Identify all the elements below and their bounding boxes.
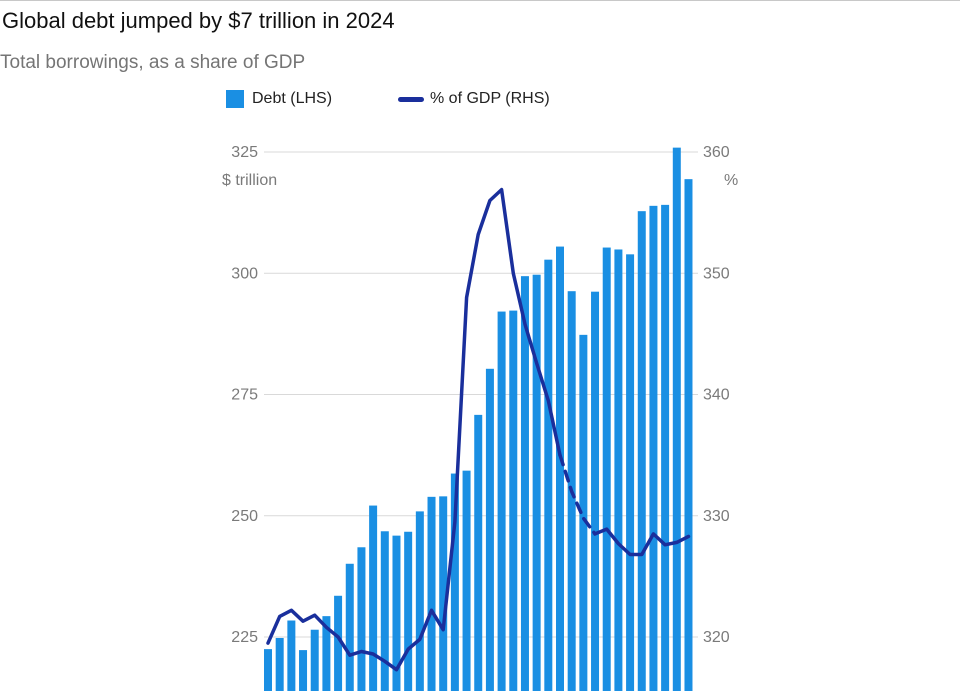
gdp-line-dashed <box>558 453 597 536</box>
debt-bar <box>462 470 471 691</box>
axes: $ trillion % 225 250 275 300 325 320 330 340 350… <box>222 144 738 646</box>
debt-bar <box>392 535 401 691</box>
debt-bar <box>287 620 296 691</box>
gdp-line <box>266 187 691 672</box>
debt-bar <box>544 259 553 691</box>
debt-bar <box>497 311 506 691</box>
gdp-line-solid <box>266 187 562 672</box>
left-tick-label: 325 <box>231 144 258 161</box>
debt-bar <box>380 531 389 691</box>
debt-bar <box>427 496 436 691</box>
debt-bar <box>591 291 600 691</box>
top-rule <box>0 0 960 1</box>
debt-bar <box>579 334 588 691</box>
debt-bar <box>474 414 483 691</box>
legend-line-gdp <box>398 96 424 102</box>
right-tick-label: 340 <box>703 387 730 404</box>
right-axis-label: % <box>724 172 738 189</box>
legend-label-debt: Debt (LHS) <box>252 90 333 107</box>
debt-bar <box>520 276 529 691</box>
legend-swatch-debt <box>226 90 244 108</box>
right-tick-label: 330 <box>703 508 730 525</box>
debt-bar <box>275 637 284 691</box>
debt-bar <box>637 211 646 691</box>
debt-bar <box>322 616 331 691</box>
legend-label-gdp: % of GDP (RHS) <box>430 90 550 107</box>
debt-bar <box>626 254 635 691</box>
debt-bar <box>649 205 658 691</box>
gdp-line-solid-end <box>593 527 691 557</box>
debt-bar <box>264 649 272 691</box>
debt-bars <box>264 147 693 691</box>
debt-bar <box>485 368 494 691</box>
legend-item-debt: Debt (LHS) <box>226 90 332 108</box>
debt-bar <box>614 249 623 691</box>
left-axis-label: $ trillion <box>222 172 277 189</box>
left-tick-label: 300 <box>231 265 258 282</box>
debt-bar <box>404 531 413 691</box>
debt-bar <box>357 547 366 691</box>
debt-bar <box>661 204 670 691</box>
debt-bar <box>439 496 448 691</box>
debt-bar <box>450 473 459 691</box>
debt-bar <box>602 247 611 691</box>
legend-item-gdp: % of GDP (RHS) <box>398 90 550 108</box>
right-tick-label: 360 <box>703 144 730 161</box>
chart-subtitle: Total borrowings, as a share of GDP <box>0 52 306 73</box>
left-tick-label: 225 <box>231 629 258 646</box>
debt-bar <box>299 650 308 691</box>
left-tick-label: 250 <box>231 508 258 525</box>
right-tick-label: 350 <box>703 265 730 282</box>
debt-bar <box>532 274 541 691</box>
debt-bar <box>672 147 681 691</box>
left-tick-label: 275 <box>231 387 258 404</box>
debt-bar <box>684 179 693 691</box>
right-tick-label: 320 <box>703 629 730 646</box>
debt-bar <box>310 629 319 691</box>
debt-bar <box>345 563 354 691</box>
debt-bar <box>415 511 424 691</box>
debt-bar <box>369 505 378 691</box>
debt-bar <box>509 310 518 691</box>
chart-title: Global debt jumped by $7 trillion in 202… <box>2 8 395 33</box>
debt-bar <box>556 246 564 691</box>
debt-bar <box>334 595 343 691</box>
